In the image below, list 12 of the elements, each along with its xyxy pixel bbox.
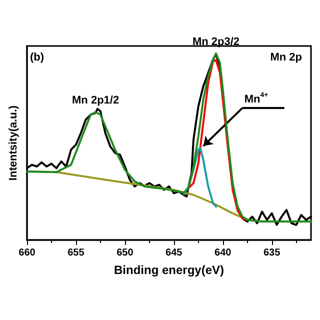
x-tick-label: 650 xyxy=(116,248,134,258)
x-tick-label: 635 xyxy=(263,248,281,258)
y-axis-title: Intentsity(a.u.) xyxy=(8,105,20,181)
x-tick-label: 655 xyxy=(68,248,85,258)
annotation: Mn 2p xyxy=(270,52,302,64)
annotation: Mn 2p3/2 xyxy=(192,36,240,48)
annotation: Mn 2p1/2 xyxy=(72,94,120,107)
x-tick-label: 640 xyxy=(214,248,232,258)
x-axis-title: Binding energy(eV) xyxy=(114,263,224,277)
x-tick-label: 660 xyxy=(18,248,36,258)
x-tick-label: 645 xyxy=(166,248,183,258)
annotation: (b) xyxy=(30,52,44,64)
